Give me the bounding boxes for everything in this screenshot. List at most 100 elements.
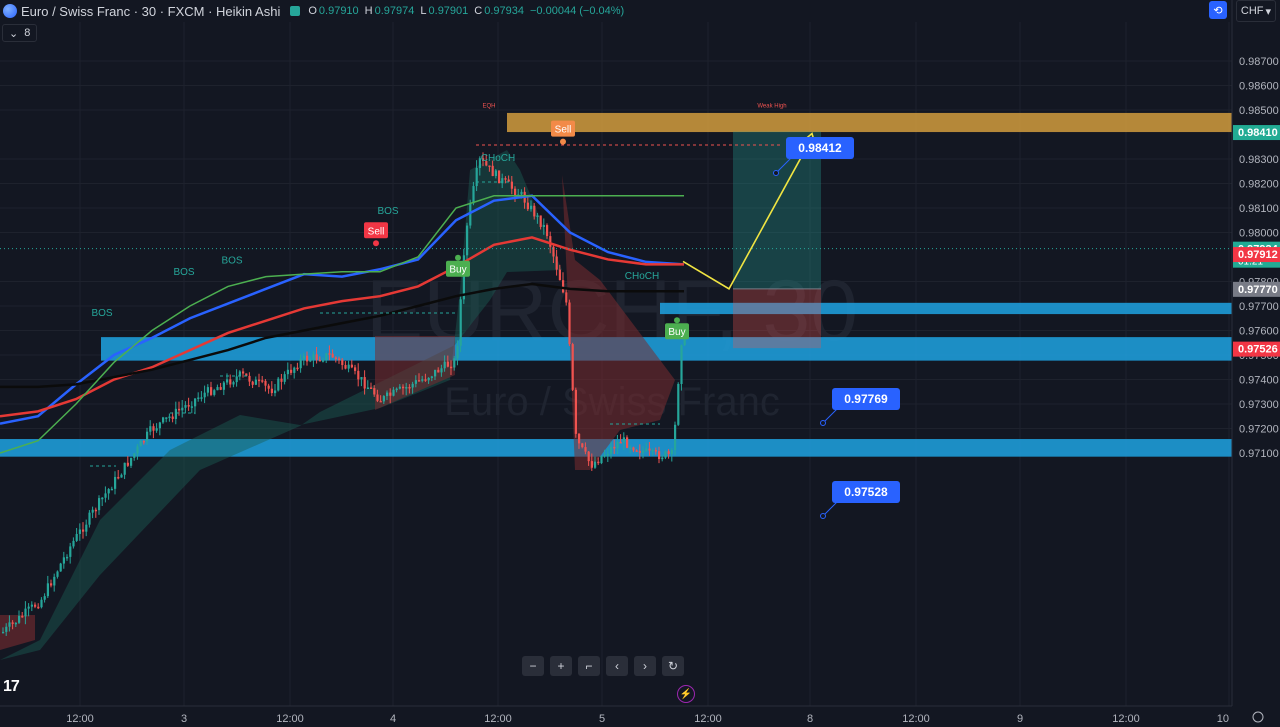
candle xyxy=(251,381,254,385)
candle xyxy=(530,205,533,210)
price-tick-label: 0.98100 xyxy=(1239,203,1279,215)
candle xyxy=(270,388,273,394)
candle xyxy=(123,462,126,475)
indicators-toggle[interactable]: ⌄ 8 xyxy=(2,24,38,42)
candle xyxy=(482,158,485,162)
candle xyxy=(590,461,593,468)
scroll-right-button[interactable]: › xyxy=(634,656,656,676)
callout-text: 0.98412 xyxy=(798,141,842,155)
candle xyxy=(670,450,673,454)
candle xyxy=(408,387,411,389)
candle xyxy=(555,256,558,270)
candle xyxy=(510,181,513,189)
price-tick-label: 0.98000 xyxy=(1239,228,1279,240)
candle xyxy=(571,344,574,390)
candle xyxy=(283,374,286,382)
sell-signal: Sell xyxy=(364,222,388,247)
zoom-out-button[interactable]: − xyxy=(522,656,544,676)
open-value: 0.97910 xyxy=(318,5,359,17)
candle xyxy=(386,392,389,397)
tradingview-logo-icon[interactable]: 17 xyxy=(3,678,20,695)
candle xyxy=(427,377,430,381)
auto-scale-icon[interactable]: ⟲ xyxy=(1209,1,1227,19)
candle xyxy=(680,345,683,384)
candle xyxy=(280,378,283,382)
candle xyxy=(142,440,145,443)
symbol-title[interactable]: Euro / Swiss Franc · 30 · FXCM · Heikin … xyxy=(21,3,281,19)
bearish-trend-fill xyxy=(562,175,675,470)
candle xyxy=(430,376,433,378)
candle xyxy=(66,556,69,559)
candle xyxy=(149,426,152,432)
candle xyxy=(498,170,501,184)
candle xyxy=(306,355,309,362)
candle xyxy=(536,215,539,217)
sma-line xyxy=(0,282,684,389)
candle xyxy=(638,450,641,453)
candle xyxy=(632,447,635,451)
candle xyxy=(98,498,101,511)
candle xyxy=(341,359,344,366)
countdown-text: 01:21 xyxy=(1238,257,1263,268)
candle xyxy=(213,390,216,395)
structure-label: CHoCH xyxy=(625,271,659,282)
candle xyxy=(110,488,113,491)
candle xyxy=(286,369,289,375)
ema-line xyxy=(0,236,684,418)
candle xyxy=(414,380,417,384)
candle xyxy=(542,225,545,227)
candle xyxy=(546,225,549,237)
signal-dot xyxy=(560,138,566,145)
candle xyxy=(600,456,603,464)
candle xyxy=(235,376,238,383)
time-axis: 12:00 3 12:00 4 12:00 5 12:00 8 12:00 9 12:00 10 xyxy=(0,705,1280,727)
time-tick-label: 12:00 xyxy=(902,713,930,725)
buy-signal-text: Buy xyxy=(668,327,685,338)
currency-label: CHF xyxy=(1240,5,1264,17)
candle xyxy=(629,447,632,449)
candle xyxy=(69,546,72,557)
zoom-in-button[interactable]: + xyxy=(550,656,572,676)
candle xyxy=(354,367,357,371)
candle xyxy=(658,451,661,460)
time-tick-label: 8 xyxy=(807,713,813,725)
candle xyxy=(24,608,27,617)
candle xyxy=(674,424,677,451)
scroll-left-button[interactable]: ‹ xyxy=(606,656,628,676)
sell-signal-text: Sell xyxy=(555,125,572,136)
price-tick-label: 0.97200 xyxy=(1239,424,1279,436)
candle xyxy=(626,437,629,448)
reset-chart-button[interactable]: ↻ xyxy=(662,656,684,676)
candle xyxy=(485,161,488,166)
candle xyxy=(322,360,325,362)
currency-button[interactable]: CHF ▾ xyxy=(1236,0,1276,22)
lightning-icon[interactable]: ⚡ xyxy=(677,685,695,703)
candle xyxy=(101,497,104,500)
candle xyxy=(114,476,117,489)
reset-scale-button[interactable]: ⌐ xyxy=(578,656,600,676)
structure-label: BOS xyxy=(377,206,398,217)
callout-box xyxy=(832,388,900,410)
high-label: H xyxy=(364,5,373,17)
callout-text: 0.97528 xyxy=(844,485,888,499)
candle xyxy=(520,191,523,195)
candle xyxy=(37,606,40,609)
candle xyxy=(421,379,424,381)
structure-label: BOS xyxy=(91,308,112,319)
buy-signal-box xyxy=(665,323,689,340)
change-value: −0.00044 (−0.04%) xyxy=(530,5,625,17)
candle xyxy=(651,450,654,452)
candle xyxy=(248,375,251,382)
price-scale-label-bg xyxy=(1233,247,1280,263)
candle xyxy=(418,380,421,382)
close-label: C xyxy=(474,5,483,17)
candle xyxy=(232,382,235,385)
candle xyxy=(53,576,56,586)
time-tick-label: 12:00 xyxy=(484,713,512,725)
price-callout: 0.98412 xyxy=(773,137,854,176)
candle xyxy=(165,417,168,419)
candle xyxy=(107,489,110,494)
price-tick-label: 0.97600 xyxy=(1239,326,1279,338)
candle xyxy=(373,388,376,395)
